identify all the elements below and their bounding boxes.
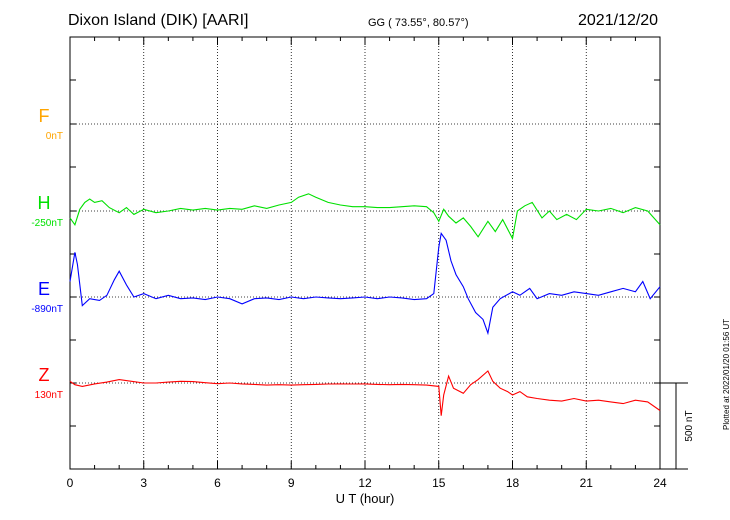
channel-name-f: F: [39, 106, 50, 126]
channel-name-z: Z: [39, 365, 50, 385]
x-tick-label: 15: [432, 476, 446, 490]
x-tick-label: 0: [67, 476, 74, 490]
channel-baseline-h: -250nT: [31, 218, 63, 229]
scale-bar-label: 500 nT: [684, 410, 695, 441]
x-tick-label: 24: [653, 476, 667, 490]
scale-bar: 500 nT: [660, 382, 695, 470]
chart-date: 2021/12/20: [578, 12, 659, 29]
channel-baseline-e: -890nT: [31, 304, 63, 315]
channel-name-h: H: [38, 193, 51, 213]
series-line-e: [69, 232, 661, 336]
series-line-z: [69, 370, 661, 416]
x-axis-ticks: 0 3 6 9 12 15 18 21 24: [67, 36, 667, 490]
series-line-h: [69, 193, 661, 241]
channel-name-e: E: [38, 279, 50, 299]
chart-title: Dixon Island (DIK) [AARI]: [68, 12, 249, 29]
x-tick-label: 21: [580, 476, 594, 490]
channel-baseline-z: 130nT: [35, 390, 63, 401]
x-tick-label: 6: [214, 476, 221, 490]
grid-lines: [70, 37, 660, 469]
x-tick-label: 3: [140, 476, 147, 490]
channel-baseline-f: 0nT: [46, 131, 63, 142]
channel-labels: F 0nT H -250nT E -890nT Z 130nT: [31, 106, 63, 401]
series-lines: [69, 193, 661, 416]
station-coordinates: GG ( 73.55°, 80.57°): [368, 17, 469, 29]
x-tick-label: 12: [358, 476, 372, 490]
x-axis-label: U T (hour): [336, 491, 395, 506]
x-tick-label: 18: [506, 476, 520, 490]
x-tick-label: 9: [288, 476, 295, 490]
